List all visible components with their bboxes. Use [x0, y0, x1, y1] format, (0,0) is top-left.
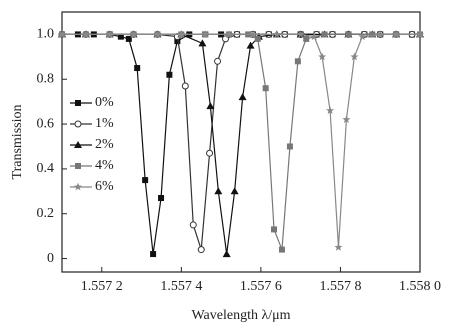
marker	[318, 52, 327, 61]
x-axis-label: Wavelength λ/μm	[191, 308, 290, 323]
marker	[105, 30, 114, 38]
marker	[125, 35, 132, 42]
marker	[272, 30, 281, 38]
legend-marker	[75, 163, 81, 169]
marker	[303, 35, 310, 42]
legend-label: 1%	[95, 116, 114, 131]
series-line	[62, 33, 420, 255]
y-tick-label: 0.4	[37, 161, 55, 176]
marker	[181, 82, 189, 90]
marker	[296, 30, 305, 38]
legend-label: 6%	[95, 179, 114, 194]
legend-marker	[74, 141, 82, 148]
marker	[206, 149, 214, 157]
x-tick-label: 1.557 8	[319, 279, 361, 294]
marker	[117, 33, 124, 40]
x-tick-label: 1.557 2	[81, 279, 123, 294]
marker	[326, 106, 335, 114]
y-tick-label: 0.8	[37, 71, 55, 86]
plot-frame	[61, 11, 421, 273]
legend-label: 0%	[95, 95, 114, 110]
marker	[58, 30, 66, 38]
marker	[166, 71, 173, 78]
marker	[294, 58, 301, 65]
marker	[214, 57, 222, 65]
marker	[262, 85, 269, 92]
marker	[150, 251, 157, 258]
marker	[345, 31, 352, 38]
marker	[254, 35, 261, 42]
y-tick-label: 0.2	[37, 206, 55, 221]
legend-marker	[74, 120, 82, 128]
marker	[310, 32, 319, 41]
series-line	[62, 33, 420, 248]
series-line	[62, 33, 413, 255]
marker	[246, 41, 255, 49]
marker	[369, 31, 376, 38]
marker	[416, 30, 424, 38]
marker	[142, 177, 149, 184]
legend-label: 2%	[95, 137, 114, 152]
y-tick-label: 0.6	[37, 116, 55, 131]
marker	[197, 246, 205, 254]
marker	[321, 31, 328, 38]
marker	[206, 102, 215, 110]
x-tick-label: 1.558 0	[399, 279, 441, 294]
legend-label: 4%	[95, 158, 114, 173]
marker	[342, 115, 351, 123]
legend-marker	[75, 100, 81, 106]
marker	[271, 226, 278, 233]
marker	[222, 250, 231, 258]
marker	[189, 221, 197, 229]
marker	[238, 93, 247, 101]
marker	[334, 243, 343, 251]
marker	[153, 30, 162, 38]
marker	[230, 187, 239, 195]
marker	[201, 30, 210, 38]
marker	[225, 30, 234, 38]
marker	[278, 246, 285, 253]
legend-marker	[74, 182, 82, 191]
y-tick-label: 1.0	[37, 27, 55, 42]
marker	[129, 30, 138, 38]
y-tick-label: 0	[47, 251, 54, 266]
series-line	[62, 33, 420, 250]
marker	[248, 30, 257, 38]
series-line	[62, 33, 413, 250]
marker	[392, 30, 401, 38]
marker	[81, 30, 90, 38]
y-axis-label: Transmission	[10, 105, 25, 180]
x-tick-label: 1.557 6	[240, 279, 282, 294]
marker	[350, 52, 359, 61]
marker	[174, 38, 181, 45]
marker	[286, 143, 293, 150]
legend: 0% 1% 2% 4% 6%	[70, 95, 114, 194]
x-tick-label: 1.557 4	[160, 279, 202, 294]
marker	[134, 65, 141, 72]
marker	[158, 195, 165, 202]
marker	[358, 32, 367, 41]
marker	[198, 39, 207, 47]
marker	[376, 30, 385, 38]
marker	[214, 187, 223, 195]
marker	[177, 30, 186, 38]
